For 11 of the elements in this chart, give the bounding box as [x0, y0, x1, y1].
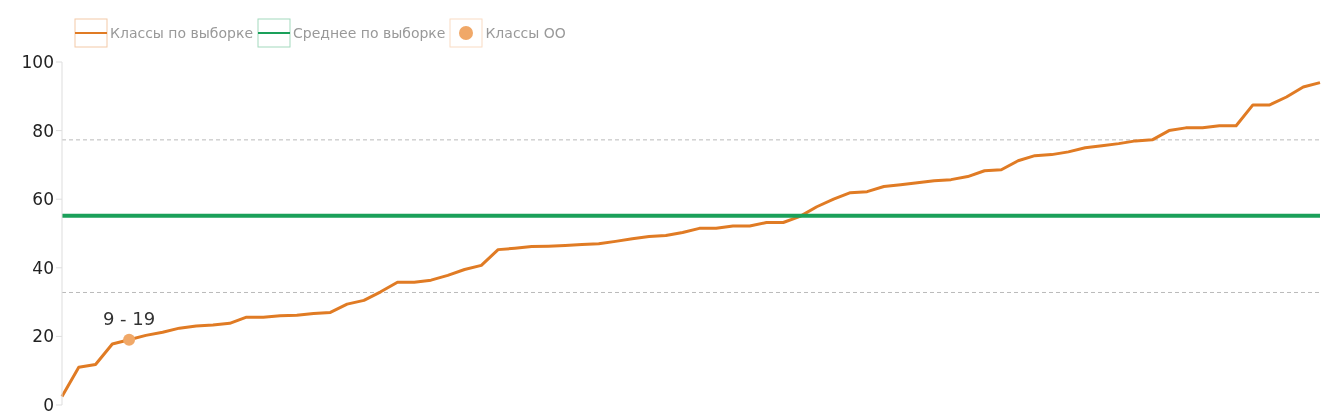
data-label: 9 - 19: [102, 308, 156, 330]
legend-label: Классы по выборке: [110, 25, 253, 41]
y-tick-label: 0: [43, 395, 54, 414]
y-tick-label: 60: [32, 189, 54, 210]
legend-label: Среднее по выборке: [293, 25, 446, 41]
line-series: [60, 81, 1322, 398]
y-tick-label: 40: [32, 257, 54, 278]
y-tick-label: 20: [32, 326, 54, 347]
legend-label: Классы ОО: [485, 25, 566, 41]
y-tick-label: 80: [32, 120, 54, 141]
y-tick-label: 100: [21, 52, 54, 73]
